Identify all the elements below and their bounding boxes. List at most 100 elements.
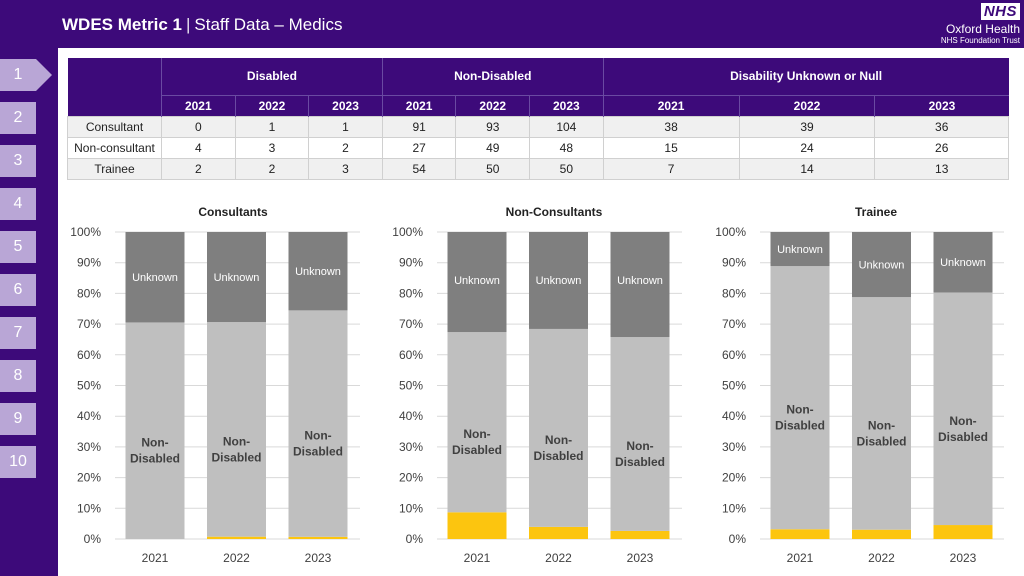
org-name: Oxford Health (945, 22, 1020, 36)
x-tick-label: 2023 (305, 551, 332, 565)
x-tick-label: 2022 (868, 551, 895, 565)
table-cell: 36 (874, 115, 1009, 138)
bar-label-non-disabled: Non- (868, 418, 895, 432)
bar-segment-non-disabled (125, 322, 185, 539)
year-header: 2022 (738, 94, 875, 116)
bar-segment-unknown (933, 232, 993, 293)
y-tick-label: 10% (399, 501, 423, 515)
table-corner (67, 58, 162, 116)
y-tick-label: 10% (722, 501, 746, 515)
y-tick-label: 60% (399, 348, 423, 362)
bar-label-non-disabled: Disabled (938, 430, 988, 444)
y-tick-label: 70% (77, 317, 101, 331)
bar-segment-non-disabled (852, 297, 911, 530)
x-tick-label: 2022 (545, 551, 572, 565)
bar-segment-disabled (933, 525, 993, 539)
table-cell: 38 (602, 115, 740, 138)
row-label: Consultant (67, 115, 162, 138)
year-header: 2022 (455, 94, 530, 116)
y-tick-label: 80% (722, 286, 746, 300)
chart-title: Consultants (198, 205, 268, 219)
nav-item-3[interactable]: 3 (0, 145, 36, 177)
table-cell: 15 (602, 136, 740, 159)
bar-segment-unknown (529, 232, 588, 329)
bar-segment-disabled (610, 530, 670, 539)
nav-item-7[interactable]: 7 (0, 317, 36, 349)
y-tick-label: 100% (715, 225, 746, 239)
y-tick-label: 100% (70, 225, 101, 239)
org-subtitle: NHS Foundation Trust (940, 36, 1020, 45)
bar-label-non-disabled: Non- (223, 434, 250, 448)
bar-segment-unknown (770, 232, 830, 267)
title-metric: WDES Metric 1 (62, 15, 182, 34)
table-cell: 104 (529, 115, 604, 138)
group-header-disabled: Disabled (161, 58, 383, 95)
x-tick-label: 2021 (142, 551, 169, 565)
table-cell: 27 (381, 136, 457, 159)
y-tick-label: 80% (77, 286, 101, 300)
x-tick-label: 2021 (464, 551, 491, 565)
title-separator: | (185, 15, 191, 34)
nav-item-5[interactable]: 5 (0, 231, 36, 263)
bar-segment-non-disabled (529, 328, 588, 527)
y-tick-label: 70% (722, 317, 746, 331)
bar-segment-unknown (852, 232, 911, 298)
year-header: 2023 (874, 94, 1009, 116)
table-cell: 26 (874, 136, 1009, 159)
nav-item-1[interactable]: 1 (0, 59, 36, 91)
row-label: Trainee (67, 157, 162, 180)
y-tick-label: 90% (399, 256, 423, 270)
table-row-consultant: Consultant 0 1 1 91 93 104 38 39 36 (67, 115, 1009, 138)
year-header: 2023 (308, 94, 383, 116)
nav-item-4[interactable]: 4 (0, 188, 36, 220)
y-tick-label: 40% (77, 409, 101, 423)
y-tick-label: 50% (722, 379, 746, 393)
table-cell: 2 (308, 136, 383, 159)
y-tick-label: 100% (392, 225, 423, 239)
sidebar: 1 2 3 4 5 6 7 8 9 10 (0, 48, 58, 576)
x-tick-label: 2023 (950, 551, 977, 565)
table-cell: 93 (455, 115, 531, 138)
bar-segment-disabled (529, 526, 588, 539)
bar-segment-non-disabled (770, 266, 830, 530)
y-tick-label: 10% (77, 501, 101, 515)
bar-segment-disabled (288, 536, 348, 539)
bar-label-unknown: Unknown (295, 266, 341, 278)
bar-label-unknown: Unknown (132, 272, 178, 284)
bar-segment-disabled (852, 529, 911, 539)
y-tick-label: 90% (77, 256, 101, 270)
bar-label-non-disabled: Non- (626, 439, 653, 453)
bar-segment-non-disabled (933, 292, 993, 526)
title-subject: Staff Data – Medics (194, 15, 343, 34)
nav-item-9[interactable]: 9 (0, 403, 36, 435)
bar-segment-non-disabled (610, 337, 670, 531)
x-tick-label: 2022 (223, 551, 250, 565)
y-tick-label: 20% (399, 471, 423, 485)
page-title: WDES Metric 1 | Staff Data – Medics (62, 15, 342, 35)
bar-label-non-disabled: Disabled (293, 445, 343, 459)
table-cell: 2 (161, 157, 236, 180)
table-cell: 13 (874, 157, 1009, 180)
nav-item-8[interactable]: 8 (0, 360, 36, 392)
y-tick-label: 50% (77, 379, 101, 393)
row-label: Non-consultant (67, 136, 162, 159)
y-tick-label: 90% (722, 256, 746, 270)
y-tick-label: 60% (77, 348, 101, 362)
y-tick-label: 20% (722, 471, 746, 485)
bar-label-non-disabled: Disabled (775, 419, 825, 433)
year-header: 2021 (602, 94, 740, 116)
table-cell: 49 (455, 136, 531, 159)
nav-item-10[interactable]: 10 (0, 446, 36, 478)
year-header: 2022 (234, 94, 309, 116)
nav-item-6[interactable]: 6 (0, 274, 36, 306)
nav-item-2[interactable]: 2 (0, 102, 36, 134)
year-header: 2021 (161, 94, 236, 116)
y-tick-label: 60% (722, 348, 746, 362)
x-tick-label: 2021 (787, 551, 814, 565)
y-tick-label: 30% (77, 440, 101, 454)
bar-label-non-disabled: Disabled (130, 452, 180, 466)
table-cell: 2 (234, 157, 310, 180)
bar-label-unknown: Unknown (454, 275, 500, 287)
bar-segment-unknown (207, 232, 266, 323)
